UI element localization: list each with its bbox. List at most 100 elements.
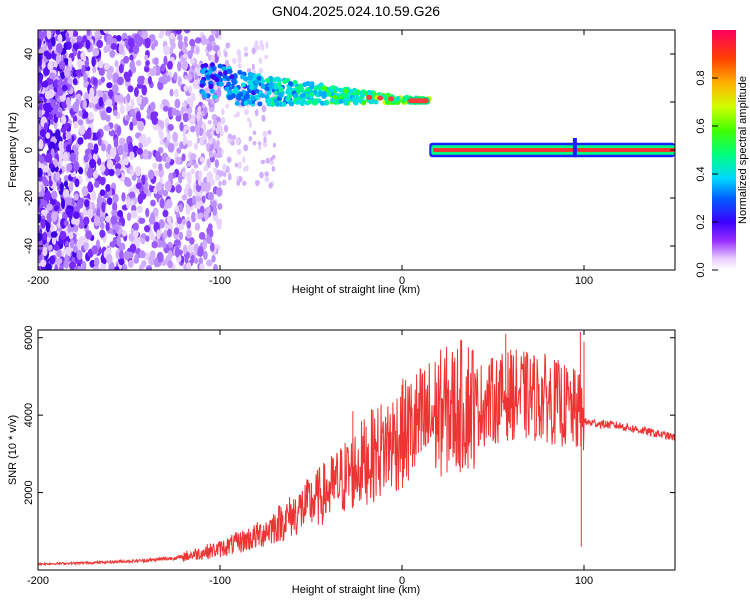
spectrogram-cell <box>219 129 224 137</box>
spectrogram-cell <box>72 245 79 253</box>
spectrogram-cell <box>73 121 78 129</box>
spectrogram-cell <box>145 207 150 218</box>
spectrogram-cell <box>323 100 329 106</box>
spectrogram-cell <box>123 143 129 153</box>
spectrogram-cell <box>155 181 163 191</box>
spectrogram-cell <box>288 81 294 87</box>
spectrogram-cell <box>38 55 42 64</box>
spectrogram-cell <box>73 193 79 201</box>
spectrogram-cell <box>183 35 188 43</box>
spectrogram-cell <box>162 105 169 112</box>
spectrogram-cell <box>142 138 149 148</box>
spectrogram-cell <box>137 75 144 85</box>
colorbar-label: Normalized spectral amplitude <box>737 76 749 224</box>
spectrogram-cell <box>76 249 83 260</box>
spectrogram-cell <box>210 30 217 36</box>
spectrogram-cell <box>274 101 280 107</box>
spectrogram-cell <box>213 167 218 174</box>
spectrogram-cell <box>181 218 187 225</box>
spectrogram-cell <box>38 124 42 132</box>
spectrogram-cell <box>161 99 169 106</box>
snr-ylabel: SNR (10 * v/v) <box>7 415 19 485</box>
spectrogram-cell <box>210 98 215 105</box>
spectrogram-cell <box>156 251 164 263</box>
spectrogram-cell <box>133 256 140 264</box>
spectrogram-cell <box>110 215 118 225</box>
spectrogram-cell <box>254 40 259 47</box>
spectrogram-cell <box>206 43 213 52</box>
spectrogram-cell <box>123 55 130 64</box>
spectrogram-cell <box>109 147 117 158</box>
spectrogram-cell <box>81 64 86 76</box>
spectrogram-cell <box>167 123 174 131</box>
spectrogram-cell <box>134 166 142 177</box>
spectrogram-cell <box>204 181 211 193</box>
x-tick-label: -100 <box>209 275 231 287</box>
spectrogram-cell <box>110 43 118 50</box>
spectrogram-cell <box>72 42 80 51</box>
x-tick-label: 100 <box>575 275 593 287</box>
spectrogram-cell <box>69 152 77 163</box>
spectrogram-cell <box>57 79 63 87</box>
spectrogram-cell <box>135 182 142 190</box>
spectrogram-cell <box>145 59 150 67</box>
spectrogram-cell <box>345 96 351 102</box>
spectrogram-cell <box>321 91 327 97</box>
spectrogram-cell <box>338 87 344 93</box>
spectrogram-cell <box>256 75 262 81</box>
spectrogram-cell <box>177 39 183 50</box>
spectrogram-cell <box>45 132 51 139</box>
spectrogram-cell <box>388 96 395 102</box>
spectrogram-cell <box>137 120 145 132</box>
spectrogram-cell <box>59 182 64 191</box>
spectrogram-cell <box>168 172 174 183</box>
spectrogram-cell <box>234 162 239 168</box>
spectrogram-cell <box>212 44 220 52</box>
spectrogram-cell <box>129 151 135 161</box>
spectrogram-cell <box>210 54 215 63</box>
spectrogram-cell <box>50 99 57 108</box>
spectrogram-marks <box>38 30 675 270</box>
spectrogram-cell <box>99 229 106 238</box>
spectrogram-cell <box>182 244 188 255</box>
spectrogram-cell <box>93 180 100 188</box>
spectrogram-cell <box>211 125 216 132</box>
spectrogram-cell <box>153 169 160 177</box>
spectrogram-cell <box>216 220 222 230</box>
spectrogram-xlabel: Height of straight line (km) <box>292 284 420 296</box>
spectrogram-cell <box>247 99 253 105</box>
spectrogram-cell <box>38 196 41 208</box>
spectrogram-cell <box>152 123 160 131</box>
spectrogram-cell <box>87 153 93 162</box>
spectrogram-cell <box>203 106 208 115</box>
spectrogram-cell <box>206 259 213 267</box>
spectrogram-cell <box>118 258 125 266</box>
spectrogram-cell <box>149 230 154 240</box>
spectrogram-cell <box>133 86 139 98</box>
spectrogram-cell <box>217 203 223 210</box>
spectrogram-cell <box>106 159 114 170</box>
spectrogram-cell <box>93 170 99 179</box>
spectrogram-cell <box>86 30 91 36</box>
spectrogram-cell <box>66 163 73 172</box>
spectrogram-cell <box>61 198 66 210</box>
spectrogram-cell <box>343 88 349 94</box>
snr-ticks: -200 -100 0 100 2000 4000 6000 <box>23 325 675 587</box>
spectrogram-cell <box>116 125 122 136</box>
spectrogram-cell <box>151 241 158 249</box>
spectrogram-cell <box>66 83 71 92</box>
spectrogram-cell <box>200 182 206 187</box>
spectrogram-cell <box>216 139 220 145</box>
spectrogram-cell <box>103 45 108 54</box>
spectrogram-cell <box>202 134 208 140</box>
spectrogram-cell <box>260 43 265 52</box>
spectrogram-cell <box>62 131 67 141</box>
spectrogram-cell <box>159 198 165 209</box>
spectrogram-cell <box>54 264 59 270</box>
spectrogram-cell <box>212 119 218 126</box>
spectrogram-cell <box>97 60 104 69</box>
spectrogram-cell <box>131 204 137 213</box>
spectrogram-cell <box>237 161 242 170</box>
spectrogram-cell <box>152 162 158 169</box>
spectrogram-cell <box>223 171 227 178</box>
